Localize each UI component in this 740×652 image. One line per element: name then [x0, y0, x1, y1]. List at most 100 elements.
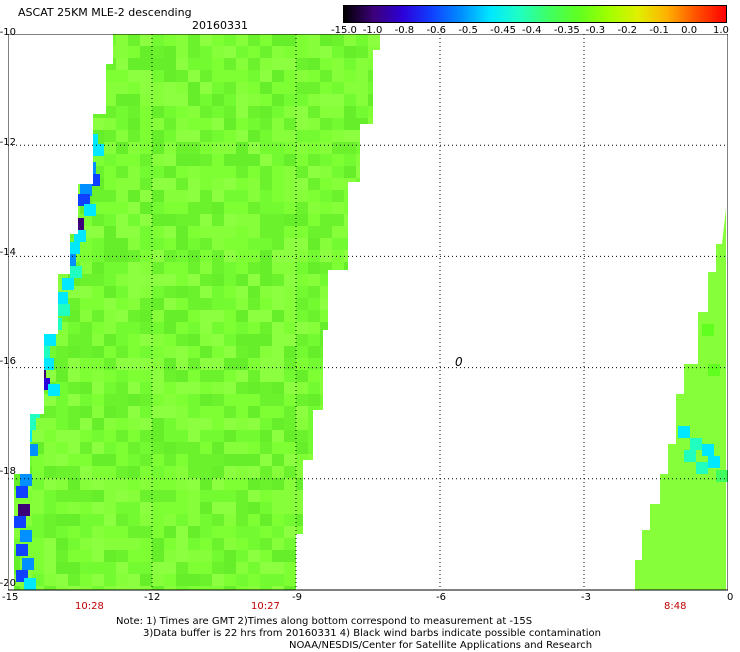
swath-cell: [56, 406, 68, 418]
swath-cell: [104, 274, 116, 286]
swath-cell: [128, 82, 140, 94]
swath-cell: [320, 82, 332, 94]
swath-cell: [80, 286, 92, 298]
swath-cell: [176, 574, 188, 586]
swath-cell: [212, 178, 224, 190]
swath-cell: [20, 154, 32, 166]
swath-cell: [380, 514, 392, 526]
swath-cell: [284, 418, 296, 430]
swath-cell: [296, 250, 308, 262]
swath-cell: [296, 562, 308, 574]
swath-cell: [368, 298, 380, 310]
swath-cell: [32, 358, 44, 370]
swath-cell: [224, 154, 236, 166]
swath-cell: [284, 46, 296, 58]
swath-cell: [200, 406, 212, 418]
swath-cell: [116, 154, 128, 166]
swath-cell: [20, 214, 32, 226]
swath-cell: [356, 370, 368, 382]
swath-cell: [380, 34, 392, 46]
swath-cell: [152, 418, 164, 430]
swath-cell: [332, 118, 344, 130]
swath-cell: [368, 526, 380, 538]
swath-edge-cell: [696, 462, 708, 474]
swath-cell: [32, 94, 44, 106]
colorbar-tick-label: -0.3: [585, 25, 606, 36]
swath-cell: [320, 490, 332, 502]
swath-cell: [152, 202, 164, 214]
swath-cell: [356, 430, 368, 442]
swath-cell: [14, 274, 20, 286]
swath-cell: [296, 394, 308, 406]
swath-cell: [212, 118, 224, 130]
swath-cell: [344, 46, 356, 58]
swath-cell: [272, 574, 284, 586]
swath-cell: [80, 526, 92, 538]
swath-cell: [272, 214, 284, 226]
swath-cell: [20, 166, 32, 178]
swath-cell: [188, 286, 200, 298]
swath-cell: [200, 466, 212, 478]
swath-cell: [212, 358, 224, 370]
swath-cell: [380, 442, 392, 454]
swath-cell: [116, 238, 128, 250]
swath-cell: [176, 250, 188, 262]
swath-cell: [140, 118, 152, 130]
swath-cell: [248, 430, 260, 442]
swath-cell: [236, 382, 248, 394]
swath-cell: [380, 250, 392, 262]
swath-cell: [368, 574, 380, 586]
swath-cell: [332, 454, 344, 466]
swath-cell: [14, 430, 20, 442]
swath-edge-cell: [48, 384, 60, 396]
swath-cell: [44, 202, 56, 214]
swath-cell: [200, 214, 212, 226]
swath-cell: [188, 370, 200, 382]
swath-cell: [200, 226, 212, 238]
swath-cell: [188, 34, 200, 46]
swath-edge-cell: [72, 218, 84, 230]
swath-cell: [260, 94, 272, 106]
swath-cell: [248, 226, 260, 238]
swath-cell: [92, 214, 104, 226]
swath-cell: [188, 394, 200, 406]
swath-cell: [200, 382, 212, 394]
swath-cell: [104, 178, 116, 190]
swath-cell: [380, 358, 392, 370]
swath-cell: [164, 274, 176, 286]
swath-cell: [332, 430, 344, 442]
swath-cell: [212, 526, 224, 538]
swath-cell: [176, 334, 188, 346]
swath-cell: [368, 58, 380, 70]
swath-cell: [56, 130, 68, 142]
swath-cell: [272, 250, 284, 262]
swath-cell: [320, 214, 332, 226]
swath-cell: [224, 538, 236, 550]
swath-cell: [68, 478, 80, 490]
swath-cell: [128, 334, 140, 346]
swath-cell: [188, 238, 200, 250]
swath-cell: [14, 262, 20, 274]
swath-cell: [20, 238, 32, 250]
swath-cell: [68, 550, 80, 562]
swath-cell: [272, 550, 284, 562]
lat-label: -10: [0, 27, 16, 38]
swath-cell: [272, 430, 284, 442]
swath-cell: [104, 454, 116, 466]
swath-cell: [320, 106, 332, 118]
swath-cell: [320, 562, 332, 574]
swath-cell: [296, 418, 308, 430]
swath-cell: [104, 502, 116, 514]
swath-cell: [140, 262, 152, 274]
swath-cell: [284, 154, 296, 166]
swath-cell: [212, 406, 224, 418]
swath-cell: [344, 94, 356, 106]
swath-cell: [32, 46, 44, 58]
swath-cell: [32, 142, 44, 154]
swath-cell: [56, 562, 68, 574]
swath-cell: [20, 358, 32, 370]
swath-cell: [260, 286, 272, 298]
swath-cell: [200, 166, 212, 178]
swath-cell: [200, 46, 212, 58]
swath-cell: [92, 526, 104, 538]
